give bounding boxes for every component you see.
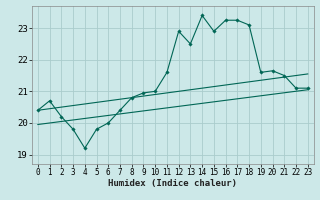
X-axis label: Humidex (Indice chaleur): Humidex (Indice chaleur) bbox=[108, 179, 237, 188]
